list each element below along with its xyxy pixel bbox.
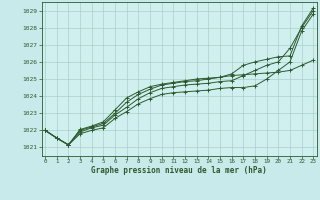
X-axis label: Graphe pression niveau de la mer (hPa): Graphe pression niveau de la mer (hPa): [91, 166, 267, 175]
